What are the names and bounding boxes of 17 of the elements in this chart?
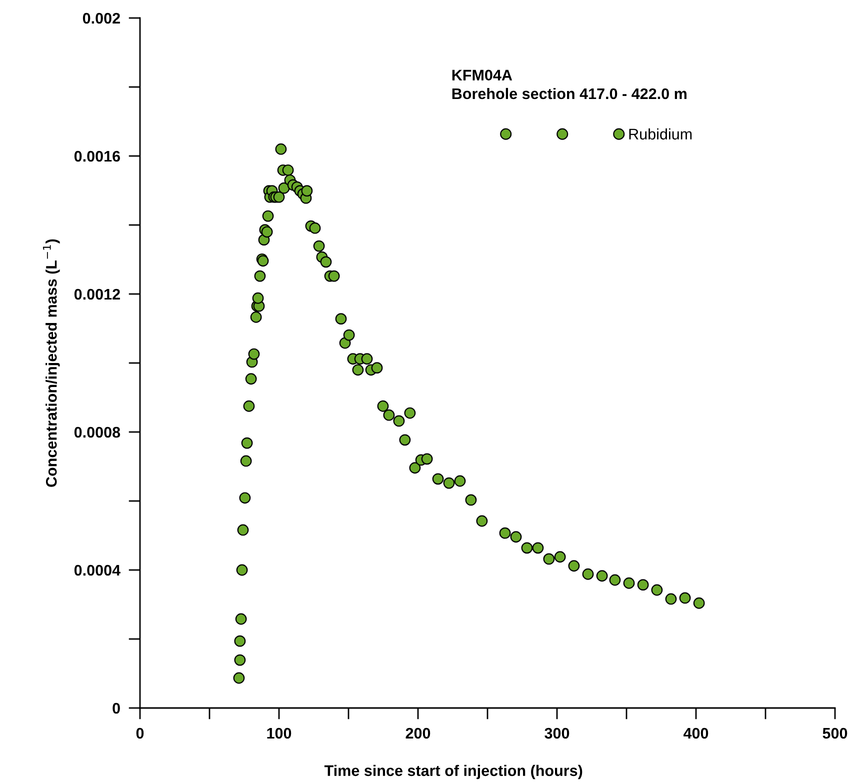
x-tick-label: 500 bbox=[822, 728, 848, 739]
y-tick-label: 0.0008 bbox=[74, 426, 120, 438]
text: KFM04A bbox=[452, 70, 512, 81]
x-tick-label: 400 bbox=[683, 728, 708, 739]
y-tick-label: 0.002 bbox=[82, 12, 120, 24]
y-tick-label: 0 bbox=[112, 702, 120, 714]
legend-label: Rubidium bbox=[629, 128, 692, 140]
x-tick-label: 0 bbox=[136, 728, 144, 739]
y-tick-label: 0.0012 bbox=[74, 288, 120, 300]
x-axis-title: Time since start of injection (hours) bbox=[324, 764, 582, 780]
y-tick-label: 0.0016 bbox=[74, 150, 120, 162]
x-tick-label: 100 bbox=[267, 728, 292, 739]
text: Borehole section 417.0 - 422.0 m bbox=[452, 88, 686, 100]
y-axis-title: Concentration/injected mass (L$^{−1}$) bbox=[42, 239, 60, 487]
x-tick-label: 300 bbox=[544, 728, 570, 739]
y-tick-label: 0.0004 bbox=[74, 564, 120, 576]
x-tick-label: 200 bbox=[406, 728, 430, 739]
